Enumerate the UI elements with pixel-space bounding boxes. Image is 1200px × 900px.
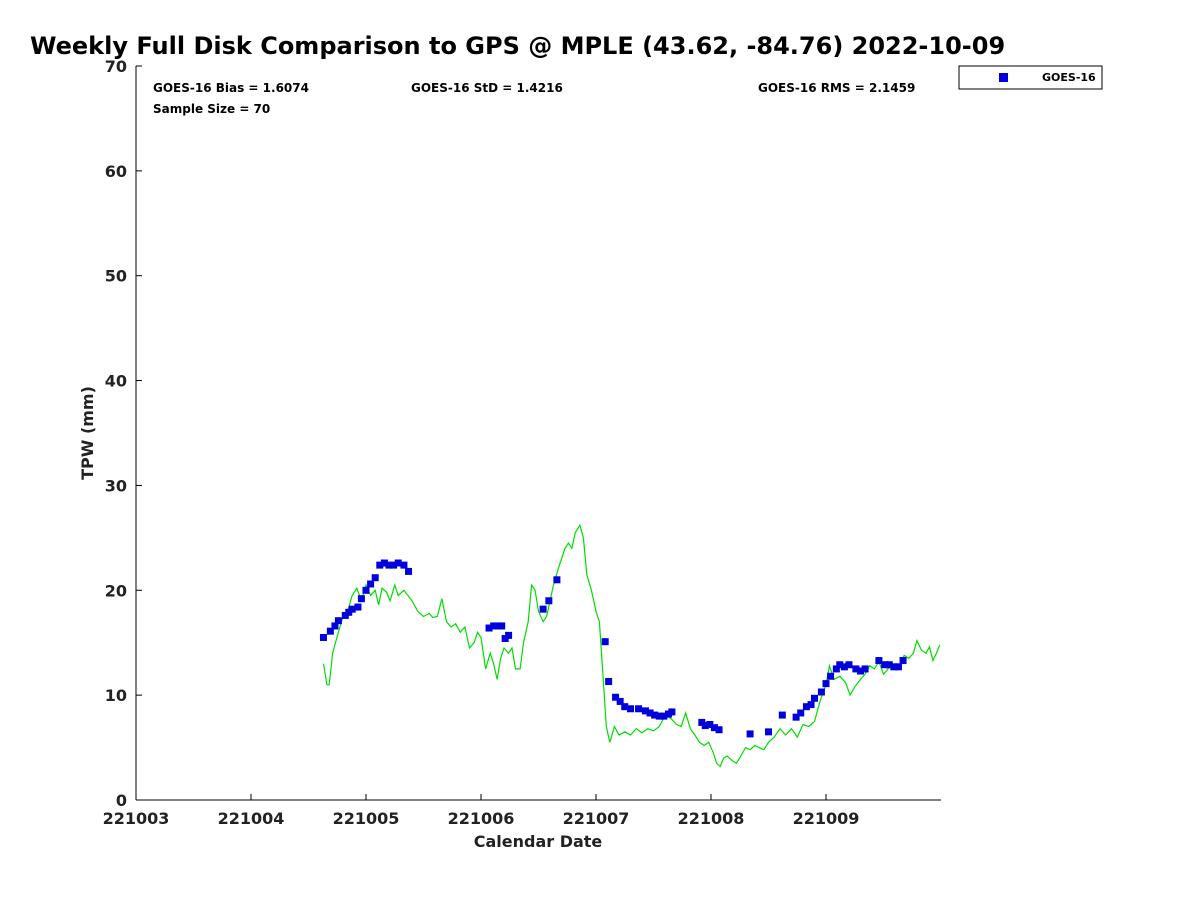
- y-tick-label: 70: [105, 57, 127, 76]
- goes16-data-point: [319, 633, 327, 641]
- goes16-data-point: [380, 559, 388, 567]
- goes16-data-point: [802, 703, 810, 711]
- goes16-data-point: [845, 661, 853, 669]
- goes16-data-point: [485, 624, 493, 632]
- goes16-data-point: [881, 661, 889, 669]
- x-tick-label: 221005: [333, 809, 400, 828]
- goes16-data-point: [390, 561, 398, 569]
- goes16-data-point: [331, 622, 339, 630]
- plot-area: 0 10 20 30 40 50 60 70 221003 221004 221005 221006…: [103, 57, 941, 828]
- goes16-data-point: [710, 724, 718, 732]
- goes16-data-point: [807, 701, 815, 709]
- goes16-data-point: [490, 622, 498, 630]
- goes16-marker-series: [319, 559, 907, 738]
- goes16-data-point: [797, 709, 805, 717]
- y-tick-label: 40: [105, 372, 127, 391]
- x-tick-label: 221009: [793, 809, 860, 828]
- gps-tpw-line: [322, 523, 941, 768]
- goes16-data-point: [371, 574, 379, 582]
- bias-stat: GOES-16 Bias = 1.6074: [153, 81, 309, 95]
- goes16-data-point: [641, 707, 649, 715]
- goes16-data-point: [601, 638, 609, 646]
- goes16-data-point: [875, 657, 883, 665]
- goes16-data-point: [836, 661, 844, 669]
- goes16-data-point: [701, 722, 709, 730]
- goes16-data-point: [852, 665, 860, 673]
- goes16-data-point: [405, 567, 413, 575]
- goes16-data-point: [553, 576, 561, 584]
- goes16-data-point: [778, 711, 786, 719]
- goes16-data-point: [627, 705, 634, 713]
- goes16-data-point: [706, 721, 714, 729]
- goes16-data-point: [616, 697, 624, 705]
- goes16-data-point: [857, 667, 864, 675]
- goes16-data-point: [385, 561, 393, 569]
- legend: GOES-16: [958, 65, 1103, 90]
- y-ticks: 0 10 20 30 40 50 60 70: [105, 57, 142, 810]
- goes16-data-point: [357, 595, 365, 603]
- goes16-data-point: [890, 663, 898, 671]
- goes16-data-point: [817, 688, 825, 696]
- y-tick-label: 60: [105, 162, 127, 181]
- goes16-data-point: [545, 597, 553, 605]
- goes16-data-point: [362, 586, 370, 594]
- goes16-data-point: [832, 665, 840, 673]
- goes16-data-point: [899, 657, 907, 665]
- x-tick-label: 221004: [218, 809, 285, 828]
- goes16-data-point: [612, 693, 620, 701]
- goes16-data-point: [367, 580, 375, 588]
- goes16-data-point: [822, 680, 830, 688]
- goes16-data-point: [498, 622, 506, 630]
- gps-line-series: [322, 523, 941, 768]
- sample-size-stat: Sample Size = 70: [153, 102, 270, 116]
- goes16-data-point: [894, 663, 902, 671]
- goes16-data-point: [621, 703, 629, 711]
- legend-box: [958, 65, 1103, 90]
- goes16-data-point: [861, 665, 869, 673]
- y-tick-label: 50: [105, 267, 127, 286]
- chart-title: Weekly Full Disk Comparison to GPS @ MPL…: [30, 32, 1005, 60]
- x-tick-label: 221003: [103, 809, 170, 828]
- goes16-data-point: [660, 712, 668, 720]
- goes16-data-point: [348, 605, 356, 613]
- goes16-data-point: [505, 631, 513, 639]
- x-tick-label: 221007: [563, 809, 630, 828]
- goes16-data-point: [376, 561, 384, 569]
- goes16-data-point: [655, 712, 663, 720]
- goes16-data-point: [605, 678, 613, 686]
- goes16-data-point: [394, 559, 402, 567]
- y-tick-label: 0: [116, 791, 127, 810]
- goes16-data-point: [400, 561, 408, 569]
- goes16-data-point: [715, 726, 723, 734]
- y-tick-label: 10: [105, 686, 127, 705]
- legend-label: GOES-16: [1042, 71, 1096, 84]
- goes16-data-point: [827, 672, 835, 680]
- goes16-data-point: [646, 709, 654, 717]
- goes16-data-point: [811, 694, 818, 702]
- goes16-data-point: [539, 605, 547, 613]
- x-ticks: 221003 221004 221005 221006 221007 221008 2210…: [103, 794, 860, 828]
- x-tick-label: 221006: [448, 809, 515, 828]
- goes16-data-point: [840, 663, 848, 671]
- goes16-data-point: [668, 708, 676, 716]
- goes16-data-point: [765, 728, 772, 736]
- rms-stat: GOES-16 RMS = 2.1459: [758, 81, 915, 95]
- goes16-data-point: [792, 713, 800, 721]
- std-stat: GOES-16 StD = 1.4216: [411, 81, 563, 95]
- y-tick-label: 30: [105, 476, 127, 495]
- x-axis-label: Calendar Date: [474, 832, 603, 851]
- goes16-data-point: [746, 730, 754, 738]
- goes16-data-point: [334, 617, 342, 625]
- goes16-data-point: [354, 603, 362, 611]
- goes16-data-point: [635, 705, 643, 713]
- y-axis-label: TPW (mm): [78, 386, 97, 480]
- y-tick-label: 20: [105, 581, 127, 600]
- legend-marker: [999, 73, 1008, 82]
- goes16-data-point: [326, 627, 334, 635]
- goes16-data-point: [885, 661, 893, 669]
- goes16-data-point: [651, 711, 659, 719]
- x-tick-label: 221008: [678, 809, 745, 828]
